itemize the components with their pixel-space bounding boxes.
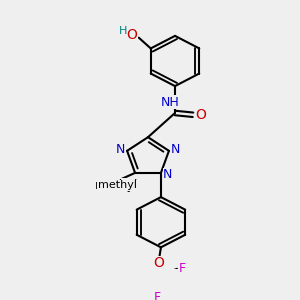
Text: methyl: methyl	[95, 179, 139, 192]
Text: F: F	[153, 291, 161, 300]
Text: NH: NH	[160, 96, 179, 109]
Text: N: N	[163, 168, 172, 181]
Text: O: O	[154, 256, 164, 271]
Text: O: O	[126, 28, 137, 42]
Text: F: F	[178, 262, 185, 275]
Text: H: H	[118, 26, 127, 36]
Text: O: O	[196, 108, 206, 122]
Text: N: N	[116, 142, 125, 155]
Text: N: N	[171, 142, 181, 155]
Text: methyl: methyl	[98, 180, 136, 190]
